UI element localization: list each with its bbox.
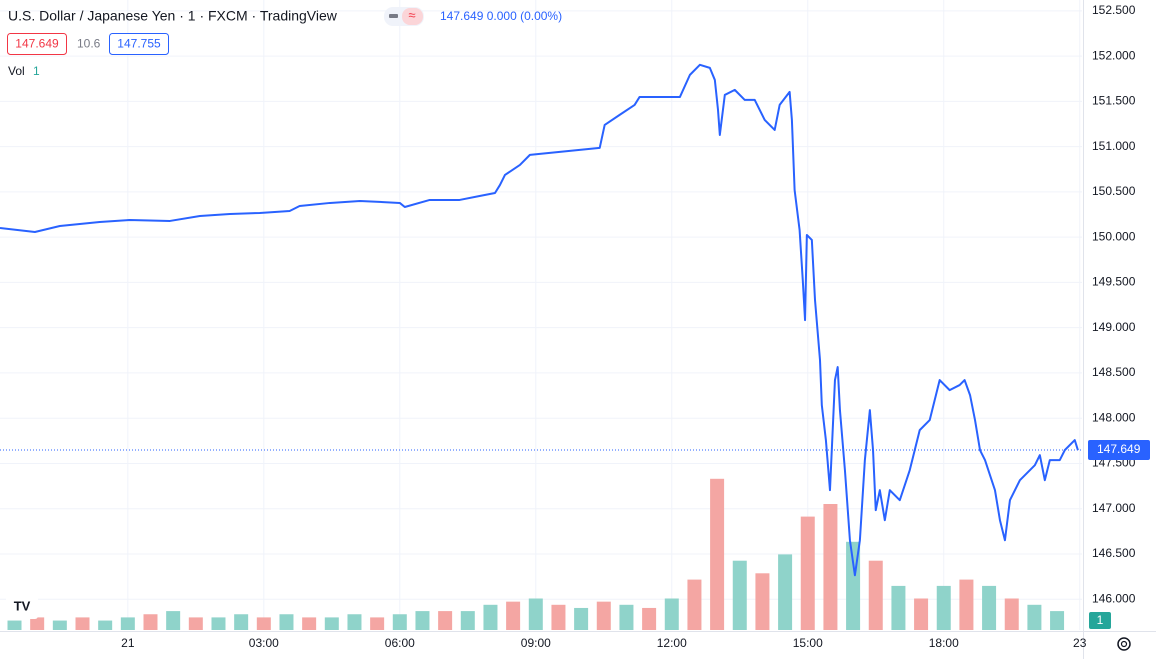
volume-bar [75, 617, 90, 630]
last-price-label: 147.649 [1097, 442, 1141, 456]
volume-bar [7, 620, 22, 630]
volume-bar [778, 554, 793, 630]
price-line-layer [0, 63, 1082, 577]
volume-bar [166, 611, 181, 630]
y-tick-label: 152.000 [1092, 48, 1136, 62]
bid-price: 147.649 [15, 37, 59, 51]
axes: 146.000146.500147.000147.500148.000148.5… [121, 3, 1150, 650]
y-tick-label: 149.500 [1092, 275, 1136, 289]
volume-bar [642, 607, 657, 630]
volume-bar [415, 611, 430, 630]
y-tick-label: 147.000 [1092, 501, 1136, 515]
volume-bar [710, 478, 725, 630]
volume-bar [574, 607, 589, 630]
volume-badge-label: 1 [1097, 613, 1104, 627]
volume-bar [392, 614, 407, 630]
volume-bar [619, 604, 634, 630]
x-tick-label: 09:00 [521, 636, 551, 650]
volume-bar [528, 598, 543, 630]
volume-bar [800, 516, 815, 630]
volume-bar [506, 601, 521, 630]
volume-bar [982, 585, 997, 630]
bid-box[interactable] [7, 33, 67, 55]
x-tick-label: 18:00 [929, 636, 959, 650]
volume-bar [279, 614, 294, 630]
price-line [0, 63, 1079, 577]
y-tick-label: 149.000 [1092, 320, 1136, 334]
volume-bars [7, 478, 1065, 630]
volume-bar [302, 617, 317, 630]
volume-bar [1027, 604, 1042, 630]
y-tick-label: 152.500 [1092, 3, 1136, 17]
volume-bar [120, 617, 135, 630]
volume-bar [98, 620, 113, 630]
volume-bar [143, 614, 158, 630]
volume-bar [664, 598, 679, 630]
volume-bar [755, 573, 770, 630]
volume-bar [1050, 611, 1065, 630]
x-tick-label: 03:00 [249, 636, 279, 650]
volume-bar [370, 617, 385, 630]
volume-bar [460, 611, 475, 630]
volume-bar [234, 614, 249, 630]
x-tick-label: 15:00 [793, 636, 823, 650]
y-tick-label: 146.500 [1092, 546, 1136, 560]
volume-bar [347, 614, 362, 630]
volume-bar [211, 617, 226, 630]
volume-bar [891, 585, 906, 630]
y-tick-label: 151.500 [1092, 94, 1136, 108]
volume-bar [188, 617, 203, 630]
status-icon-bg [402, 8, 423, 25]
spread: 10.6 [77, 37, 101, 51]
tv-logo: TV [14, 598, 31, 613]
x-tick-label: 06:00 [385, 636, 415, 650]
status-icon [389, 14, 398, 18]
volume-bar [551, 604, 566, 630]
volume-bar [959, 579, 974, 630]
y-tick-label: 150.500 [1092, 184, 1136, 198]
volume-bar [936, 585, 951, 630]
x-tick-label: 21 [121, 636, 135, 650]
y-tick-label: 148.000 [1092, 410, 1136, 424]
volume-bar [596, 601, 611, 630]
symbol-title: U.S. Dollar / Japanese Yen · 1 · FXCM · … [8, 8, 338, 24]
volume-bar [687, 579, 702, 630]
y-tick-label: 146.000 [1092, 591, 1136, 605]
volume-legend-value: 1 [33, 64, 40, 78]
volume-bar [483, 604, 498, 630]
y-tick-label: 150.000 [1092, 229, 1136, 243]
ask-box[interactable] [109, 33, 169, 55]
grid [0, 0, 1082, 630]
ask-price: 147.755 [117, 37, 161, 51]
x-tick-label: 23 [1073, 636, 1087, 650]
volume-bar [732, 560, 747, 630]
status-icon-glyph: ≈ [408, 7, 415, 22]
volume-bar [52, 620, 67, 630]
volume-bar [256, 617, 271, 630]
volume-bar [30, 617, 45, 630]
settings-icon[interactable] [1117, 637, 1131, 651]
volume-bar [324, 617, 339, 630]
last-price-badge [1088, 439, 1150, 460]
x-tick-label: 12:00 [657, 636, 687, 650]
y-tick-label: 148.500 [1092, 365, 1136, 379]
volume-bar [868, 560, 883, 630]
quote: 147.649 0.000 (0.00%) [440, 9, 562, 23]
volume-bar [1004, 598, 1019, 630]
volume-bar [823, 504, 838, 630]
volume-badge [1089, 612, 1111, 629]
volume-bar [914, 598, 929, 630]
volume-bar [438, 611, 453, 630]
volume-legend-label: Vol [8, 64, 25, 78]
tv-logo-bg[interactable] [6, 593, 38, 619]
y-tick-label: 151.000 [1092, 139, 1136, 153]
